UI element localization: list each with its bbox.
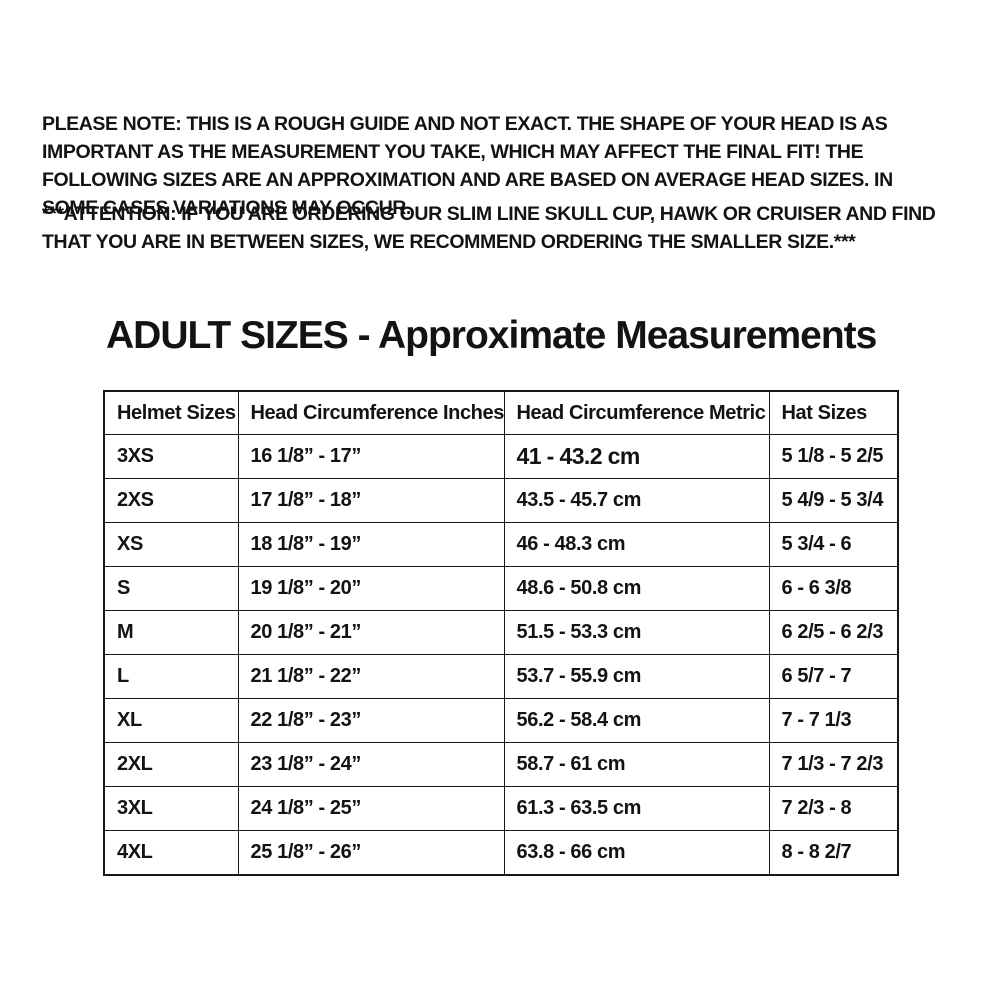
hat-size-cell: 6 - 6 3/8	[768, 566, 899, 611]
table-row: 2XL 23 1/8” - 24” 58.7 - 61 cm 7 1/3 - 7 2/…	[103, 742, 899, 787]
helmet-size-cell: XL	[103, 698, 239, 743]
table-row: L 21 1/8” - 22” 53.7 - 55.9 cm 6 5/7 - 7	[103, 654, 899, 699]
inches-cell: 20 1/8” - 21”	[237, 610, 505, 655]
inches-cell: 23 1/8” - 24”	[237, 742, 505, 787]
table-head: Helmet Sizes Head Circumference Inches Hea…	[103, 390, 899, 435]
inches-cell: 22 1/8” - 23”	[237, 698, 505, 743]
helmet-size-cell: 4XL	[103, 830, 239, 876]
inches-cell: 19 1/8” - 20”	[237, 566, 505, 611]
helmet-size-cell: 3XS	[103, 434, 239, 479]
table-row: XL 22 1/8” - 23” 56.2 - 58.4 cm 7 - 7 1/3	[103, 698, 899, 743]
column-header: Helmet Sizes	[103, 390, 239, 435]
adult-sizes-table: Helmet Sizes Head Circumference Inches Hea…	[103, 390, 899, 876]
hat-size-cell: 7 1/3 - 7 2/3	[768, 742, 899, 787]
hat-size-cell: 6 2/5 - 6 2/3	[768, 610, 899, 655]
hat-size-cell: 7 2/3 - 8	[768, 786, 899, 831]
helmet-size-cell: 2XS	[103, 478, 239, 523]
table-row: M 20 1/8” - 21” 51.5 - 53.3 cm 6 2/5 - 6 2/…	[103, 610, 899, 655]
inches-cell: 24 1/8” - 25”	[237, 786, 505, 831]
table-body: 3XS 16 1/8” - 17” 41 - 43.2 cm 5 1/8 - 5 2/…	[103, 434, 899, 876]
helmet-size-cell: L	[103, 654, 239, 699]
metric-cell: 46 - 48.3 cm	[503, 522, 770, 567]
table-row: 3XL 24 1/8” - 25” 61.3 - 63.5 cm 7 2/3 - 8	[103, 786, 899, 831]
column-header: Hat Sizes	[768, 390, 899, 435]
metric-cell: 63.8 - 66 cm	[503, 830, 770, 876]
metric-cell: 61.3 - 63.5 cm	[503, 786, 770, 831]
metric-cell: 58.7 - 61 cm	[503, 742, 770, 787]
helmet-size-cell: M	[103, 610, 239, 655]
metric-cell: 41 - 43.2 cm	[503, 434, 770, 479]
helmet-size-cell: S	[103, 566, 239, 611]
column-header: Head Circumference Inches	[237, 390, 505, 435]
metric-cell: 48.6 - 50.8 cm	[503, 566, 770, 611]
attention-paragraph: ***ATTENTION: IF YOU ARE ORDERING OUR SL…	[42, 203, 936, 253]
helmet-size-cell: 2XL	[103, 742, 239, 787]
table-row: S 19 1/8” - 20” 48.6 - 50.8 cm 6 - 6 3/8	[103, 566, 899, 611]
hat-size-cell: 5 3/4 - 6	[768, 522, 899, 567]
metric-cell: 56.2 - 58.4 cm	[503, 698, 770, 743]
hat-size-cell: 8 - 8 2/7	[768, 830, 899, 876]
table-row: 3XS 16 1/8” - 17” 41 - 43.2 cm 5 1/8 - 5 2/…	[103, 434, 899, 479]
inches-cell: 18 1/8” - 19”	[237, 522, 505, 567]
hat-size-cell: 6 5/7 - 7	[768, 654, 899, 699]
metric-cell: 51.5 - 53.3 cm	[503, 610, 770, 655]
inches-cell: 17 1/8” - 18”	[237, 478, 505, 523]
table-row: 4XL 25 1/8” - 26” 63.8 - 66 cm 8 - 8 2/7	[103, 830, 899, 876]
column-header: Head Circumference Metric	[503, 390, 770, 435]
metric-cell: 43.5 - 45.7 cm	[503, 478, 770, 523]
hat-size-cell: 7 - 7 1/3	[768, 698, 899, 743]
table-row: 2XS 17 1/8” - 18” 43.5 - 45.7 cm 5 4/9 - 5 …	[103, 478, 899, 523]
inches-cell: 21 1/8” - 22”	[237, 654, 505, 699]
note-paragraph: PLEASE NOTE: THIS IS A ROUGH GUIDE AND N…	[42, 113, 893, 219]
helmet-size-cell: 3XL	[103, 786, 239, 831]
hat-size-cell: 5 4/9 - 5 3/4	[768, 478, 899, 523]
inches-cell: 25 1/8” - 26”	[237, 830, 505, 876]
inches-cell: 16 1/8” - 17”	[237, 434, 505, 479]
hat-size-cell: 5 1/8 - 5 2/5	[768, 434, 899, 479]
helmet-size-cell: XS	[103, 522, 239, 567]
table-row: XS 18 1/8” - 19” 46 - 48.3 cm 5 3/4 - 6	[103, 522, 899, 567]
page-title: ADULT SIZES - Approximate Measurements	[106, 314, 877, 357]
table-header-row: Helmet Sizes Head Circumference Inches Hea…	[103, 390, 899, 435]
metric-cell: 53.7 - 55.9 cm	[503, 654, 770, 699]
